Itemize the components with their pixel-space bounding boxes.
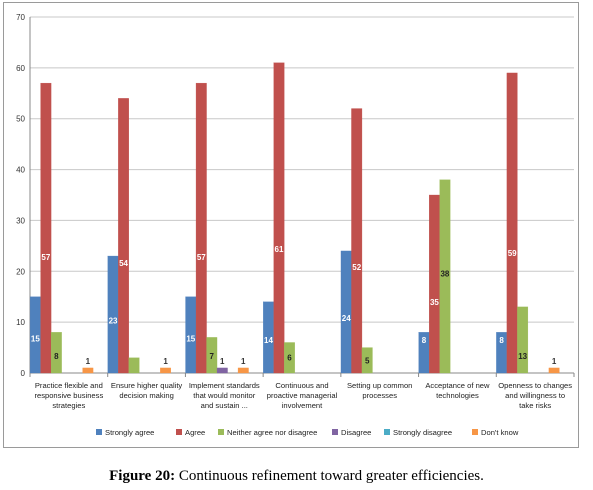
legend-label: Neither agree nor disagree — [227, 428, 317, 437]
y-tick-label: 60 — [16, 64, 25, 73]
data-label: 35 — [430, 298, 439, 307]
bar-1-3 — [273, 62, 285, 374]
data-label: 57 — [41, 253, 50, 262]
data-label: 8 — [54, 352, 59, 361]
data-label: 15 — [31, 335, 40, 344]
x-tick-label: Practice flexible and — [35, 381, 103, 390]
bar-2-0 — [50, 332, 62, 374]
x-tick-label: Ensure higher quality — [111, 381, 183, 390]
x-tick-label: decision making — [119, 391, 173, 400]
y-tick-label: 50 — [16, 115, 25, 124]
legend-swatch — [176, 429, 182, 435]
data-label: 6 — [287, 354, 292, 363]
legend-label: Strongly disagree — [393, 428, 452, 437]
data-label: 1 — [86, 357, 91, 366]
x-tick-label: Continuous and — [275, 381, 328, 390]
bar-2-5 — [439, 179, 451, 374]
bar-0-4 — [340, 250, 352, 374]
data-label: 1 — [220, 357, 225, 366]
bar-2-2 — [206, 337, 218, 374]
y-tick-label: 40 — [16, 166, 25, 175]
bar-2-3 — [284, 342, 295, 374]
bar-1-4 — [351, 108, 363, 374]
x-tick-label: strategies — [52, 401, 85, 410]
x-tick-label: responsive business — [34, 391, 103, 400]
data-label: 15 — [186, 335, 195, 344]
bar-1-1 — [118, 98, 129, 374]
legend-swatch — [96, 429, 102, 435]
legend-label: Don't know — [481, 428, 519, 437]
data-label: 38 — [440, 269, 449, 278]
bar-3-2 — [216, 367, 228, 374]
data-label: 8 — [499, 336, 504, 345]
data-label: 24 — [342, 314, 351, 323]
legend-label: Agree — [185, 428, 205, 437]
legend-swatch — [384, 429, 390, 435]
y-tick-label: 0 — [21, 369, 26, 378]
data-label: 57 — [197, 253, 206, 262]
y-tick-label: 30 — [16, 216, 25, 225]
data-label: 8 — [422, 336, 427, 345]
bar-5-1 — [160, 367, 171, 374]
data-label: 1 — [163, 357, 168, 366]
data-label: 14 — [264, 336, 273, 345]
x-tick-label: Implement standards — [189, 381, 260, 390]
data-label: 61 — [275, 245, 284, 254]
legend-label: Strongly agree — [105, 428, 154, 437]
y-tick-label: 70 — [16, 13, 25, 22]
x-tick-label: proactive managerial — [267, 391, 338, 400]
bar-1-5 — [429, 194, 440, 374]
data-label: 59 — [508, 249, 517, 258]
x-tick-label: Setting up common — [347, 381, 412, 390]
bar-5-6 — [548, 367, 560, 374]
x-tick-label: processes — [362, 391, 397, 400]
bar-5-2 — [237, 367, 249, 374]
x-tick-label: take risks — [519, 401, 551, 410]
bar-2-4 — [361, 347, 373, 374]
bar-1-2 — [195, 82, 207, 374]
data-label: 5 — [365, 356, 370, 365]
y-tick-label: 20 — [16, 267, 25, 276]
bar-2-1 — [128, 357, 140, 374]
x-tick-label: Acceptance of new — [425, 381, 490, 390]
data-label: 1 — [241, 357, 246, 366]
caption-label: Figure 20: — [109, 468, 176, 484]
data-label: 23 — [109, 316, 118, 325]
x-tick-label: that would monitor — [193, 391, 256, 400]
legend-label: Disagree — [341, 428, 371, 437]
chart-frame: 0 10 20 30 40 50 60 70 15 57 8 1 23 54 1 15 57 7 1 1 14 61 6 24… — [3, 2, 579, 448]
legend-swatch — [218, 429, 224, 435]
data-label: 1 — [552, 357, 557, 366]
caption-text: Continuous refinement toward greater eff… — [175, 468, 484, 484]
legend-swatch — [332, 429, 338, 435]
x-tick-label: involvement — [282, 401, 323, 410]
data-label: 13 — [518, 352, 527, 361]
legend-swatch — [472, 429, 478, 435]
bar-0-1 — [107, 255, 119, 374]
y-tick-label: 10 — [16, 318, 25, 327]
x-tick-label: technologies — [436, 391, 479, 400]
bar-2-6 — [517, 306, 529, 374]
x-tick-label: Openness to changes — [498, 381, 572, 390]
data-label: 52 — [352, 263, 361, 272]
figure-caption: Figure 20: Continuous refinement toward … — [0, 468, 593, 485]
bar-1-0 — [40, 82, 52, 374]
bar-5-0 — [82, 367, 94, 374]
x-tick-label: and willingness to — [505, 391, 565, 400]
x-tick-label: and sustain ... — [201, 401, 248, 410]
bar-1-6 — [506, 72, 518, 374]
data-label: 54 — [119, 259, 128, 268]
data-label: 7 — [210, 352, 215, 361]
